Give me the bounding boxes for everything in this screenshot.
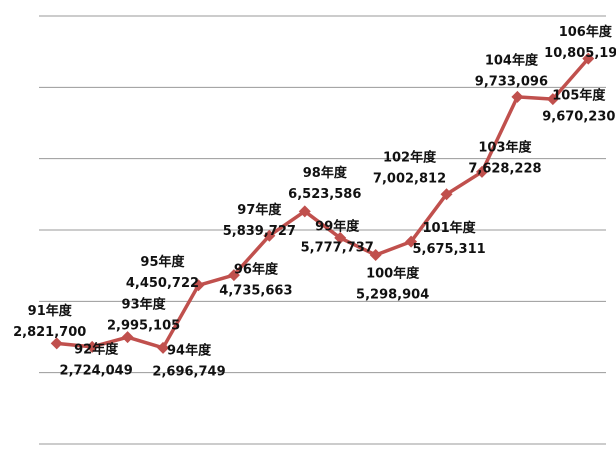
category-label: 102年度 xyxy=(383,150,437,166)
category-label: 100年度 xyxy=(366,266,420,282)
category-label: 93年度 xyxy=(122,297,167,313)
value-label: 4,450,722 xyxy=(126,276,199,291)
marker xyxy=(86,340,99,353)
marker xyxy=(475,165,488,178)
category-label: 99年度 xyxy=(315,218,360,234)
value-label: 9,670,230 xyxy=(542,110,615,125)
value-label: 5,298,904 xyxy=(356,288,429,303)
value-label: 2,696,749 xyxy=(152,364,225,379)
category-label: 98年度 xyxy=(303,165,348,181)
category-label: 95年度 xyxy=(140,254,185,270)
value-label: 7,002,812 xyxy=(373,172,446,187)
category-label: 96年度 xyxy=(234,262,279,278)
value-label: 2,724,049 xyxy=(60,363,133,378)
category-label: 105年度 xyxy=(552,88,606,104)
marker xyxy=(192,279,205,292)
value-label: 2,821,700 xyxy=(13,325,86,340)
category-label: 103年度 xyxy=(478,139,532,155)
category-label: 101年度 xyxy=(423,220,477,236)
category-label: 92年度 xyxy=(74,341,119,357)
marker xyxy=(582,52,595,65)
value-label: 5,777,737 xyxy=(301,240,374,255)
data-line xyxy=(56,57,590,350)
marker xyxy=(334,231,347,244)
category-label: 106年度 xyxy=(559,24,613,40)
value-label: 2,995,105 xyxy=(107,319,180,334)
category-label: 97年度 xyxy=(237,202,282,218)
marker xyxy=(50,337,63,350)
value-label: 7,628,228 xyxy=(468,161,541,176)
marker xyxy=(227,269,240,282)
marker xyxy=(546,93,559,106)
category-label: 91年度 xyxy=(28,303,73,319)
marker xyxy=(157,341,170,354)
marker xyxy=(369,249,382,262)
category-label: 104年度 xyxy=(485,52,539,68)
marker xyxy=(405,235,418,248)
marker xyxy=(121,331,134,344)
value-label: 4,735,663 xyxy=(219,284,292,299)
marker xyxy=(263,229,276,242)
value-label: 9,733,096 xyxy=(475,74,548,89)
value-label: 5,675,311 xyxy=(412,242,485,257)
marker xyxy=(440,188,453,201)
value-label: 5,839,727 xyxy=(223,224,296,239)
value-label: 10,805,199 xyxy=(544,46,616,61)
marker xyxy=(511,90,524,103)
marker xyxy=(298,205,311,218)
value-label: 6,523,586 xyxy=(288,187,361,202)
category-label: 94年度 xyxy=(167,342,212,358)
